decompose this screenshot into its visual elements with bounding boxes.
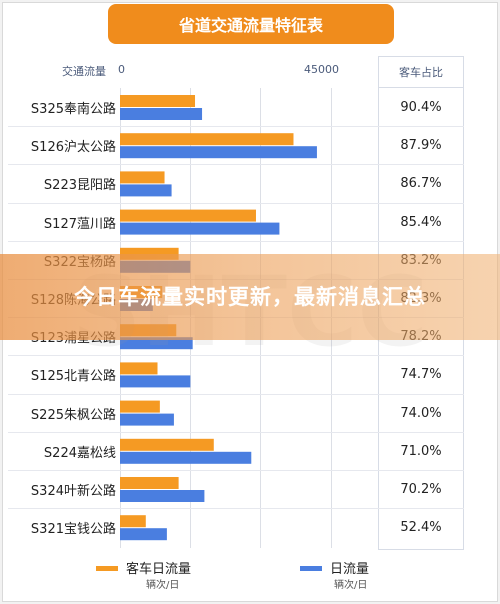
road-label: S325奉南公路 — [30, 101, 116, 117]
road-label: S125北青公路 — [30, 368, 116, 384]
legend-swatch-passenger — [96, 566, 118, 571]
legend-label-total: 日流量 — [330, 562, 370, 577]
legend-unit-passenger: 辆次/日 — [146, 580, 180, 591]
bar-passenger-flow — [120, 515, 146, 528]
road-label: S324叶新公路 — [30, 483, 116, 499]
bar-daily-flow — [120, 375, 191, 388]
legend-label-passenger: 客车日流量 — [126, 562, 192, 577]
bar-passenger-flow — [120, 133, 294, 146]
bar-passenger-flow — [120, 400, 160, 413]
x-tick-min: 0 — [118, 63, 125, 76]
ratio-value: 86.7% — [400, 175, 442, 191]
road-label: S321宝钱公路 — [30, 521, 116, 537]
bar-passenger-flow — [120, 209, 256, 222]
bar-daily-flow — [120, 490, 205, 502]
banner-headline[interactable]: 今日车流量实时更新，最新消息汇总 — [74, 285, 426, 309]
ratio-value: 52.4% — [400, 519, 442, 535]
ratio-value: 90.4% — [400, 99, 442, 115]
bar-passenger-flow — [120, 477, 179, 489]
bar-passenger-flow — [120, 171, 165, 184]
bar-daily-flow — [120, 108, 203, 120]
bar-daily-flow — [120, 528, 167, 541]
row-separator — [8, 394, 464, 395]
bar-daily-flow — [120, 413, 174, 426]
bar-daily-flow — [120, 184, 172, 197]
row-separator — [8, 203, 464, 204]
ratio-value: 71.0% — [400, 443, 442, 459]
x-tick-max: 45000 — [304, 63, 339, 76]
ratio-value: 74.7% — [400, 366, 442, 382]
news-banner[interactable]: 今日车流量实时更新，最新消息汇总 — [0, 254, 500, 340]
bar-daily-flow — [120, 146, 317, 159]
road-label: S225朱枫公路 — [30, 407, 116, 423]
bar-passenger-flow — [120, 362, 158, 375]
bar-daily-flow — [120, 451, 252, 464]
bar-passenger-flow — [120, 438, 214, 451]
x-axis-label: 交通流量 — [62, 65, 106, 78]
row-separator — [8, 432, 464, 433]
row-separator — [8, 355, 464, 356]
row-separator — [8, 508, 464, 509]
row-separator — [8, 241, 464, 242]
ratio-value: 74.0% — [400, 405, 442, 421]
road-label: S127蕰川路 — [43, 216, 116, 232]
chart-title: 省道交通流量特征表 — [108, 4, 394, 44]
row-separator — [8, 164, 464, 165]
bar-passenger-flow — [120, 95, 196, 107]
road-label: S224嘉松线 — [43, 445, 116, 461]
legend-swatch-total — [300, 566, 322, 571]
legend-unit-total: 辆次/日 — [334, 580, 368, 591]
row-separator — [8, 470, 464, 471]
ratio-value: 70.2% — [400, 481, 442, 497]
road-label: S223昆阳路 — [43, 177, 116, 193]
road-label: S126沪太公路 — [30, 139, 116, 155]
bar-daily-flow — [120, 222, 280, 235]
bar-passenger-flow — [120, 247, 179, 260]
ratio-header: 客车占比 — [378, 56, 464, 88]
row-separator — [8, 126, 464, 127]
ratio-value: 87.9% — [400, 137, 442, 153]
bar-daily-flow — [120, 337, 193, 350]
ratio-value: 85.4% — [400, 214, 442, 230]
